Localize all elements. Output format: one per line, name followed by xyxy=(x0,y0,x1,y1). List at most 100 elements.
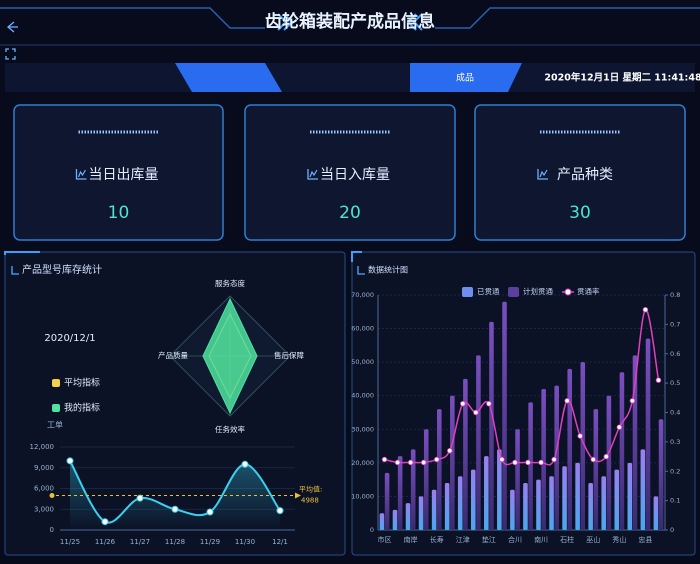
mark-line-start xyxy=(49,492,55,498)
bar xyxy=(444,483,450,530)
kpi-icon xyxy=(537,169,548,180)
title-icon xyxy=(357,266,365,275)
rate-point xyxy=(512,459,518,466)
rate-point xyxy=(499,456,505,463)
kpi-icon xyxy=(307,169,318,180)
rate-point xyxy=(407,459,414,466)
x-tick-label: 南川 xyxy=(534,535,548,544)
kpi-label: 当日出库量 xyxy=(89,167,159,183)
bar xyxy=(588,483,593,530)
toolbar-accent xyxy=(175,63,282,92)
title-icon xyxy=(11,266,19,275)
mark-line-end xyxy=(295,492,301,499)
rate-point xyxy=(603,453,609,460)
kpi-cards: 当日出库量 10 当日入库量 20 产品种类 30 xyxy=(13,104,686,241)
x-tick-label: 11/27 xyxy=(130,538,150,546)
bar xyxy=(476,355,481,530)
line-point xyxy=(171,505,179,513)
bar xyxy=(450,395,455,530)
legend-label: 计划贯通 xyxy=(523,286,553,296)
y2-tick-label: 0.7 xyxy=(670,320,680,328)
bar xyxy=(658,419,664,530)
bar xyxy=(510,489,515,530)
y-tick-label: 50,000 xyxy=(351,358,374,366)
radar-indicator: 产品质量 xyxy=(158,350,188,360)
kpi-value: 20 xyxy=(339,203,361,223)
tab-label[interactable]: 成品 xyxy=(456,72,474,84)
bar xyxy=(484,456,489,530)
bar xyxy=(523,483,528,530)
panel-title: 产品型号库存统计 xyxy=(22,263,102,276)
y-tick-label: 0 xyxy=(50,526,54,534)
radar-indicator: 售后保障 xyxy=(274,350,304,360)
y2-tick-label: 0.3 xyxy=(670,438,680,446)
legend-label: 贯通率 xyxy=(577,286,600,296)
x-tick-label: 市区 xyxy=(378,535,392,544)
y-tick-label: 12,000 xyxy=(30,443,55,451)
rate-point xyxy=(538,459,544,466)
y-tick-label: 6,000 xyxy=(34,485,54,493)
y2-tick-label: 0.1 xyxy=(670,497,680,505)
bar xyxy=(541,389,546,530)
kpi-card xyxy=(13,104,224,241)
x-tick-label: 秀山 xyxy=(612,535,626,544)
legend-swatch xyxy=(52,404,60,412)
x-tick-label: 忠县 xyxy=(638,536,652,544)
radar-indicator: 服务态度 xyxy=(215,278,245,288)
rate-point xyxy=(551,456,557,463)
kpi-value: 30 xyxy=(569,203,591,223)
bar xyxy=(502,301,507,530)
bar xyxy=(593,409,599,530)
nav-icons[interactable] xyxy=(5,21,18,60)
legend-label: 我的指标 xyxy=(64,402,100,414)
kpi-value: 10 xyxy=(108,203,130,223)
x-tick-label: 11/26 xyxy=(95,538,116,546)
kpi-icon xyxy=(75,169,87,180)
rate-point xyxy=(525,459,531,466)
bar xyxy=(536,479,541,530)
page-title: 齿轮箱装配产成品信息 xyxy=(265,11,435,32)
bar xyxy=(379,513,385,530)
bar xyxy=(470,469,476,530)
bar xyxy=(437,409,442,530)
legend-swatch xyxy=(462,287,473,297)
kpi-label: 产品种类 xyxy=(557,167,613,183)
bar xyxy=(405,503,411,530)
x-tick-label: 石柱 xyxy=(560,535,574,544)
rate-point xyxy=(381,456,388,463)
header-decoration xyxy=(0,7,700,46)
y2-tick-label: 0.4 xyxy=(670,409,680,417)
rate-point xyxy=(655,377,662,383)
y2-tick-label: 0.5 xyxy=(670,379,680,387)
y-tick-label: 40,000 xyxy=(351,392,374,400)
bar xyxy=(497,449,502,530)
line-area xyxy=(70,460,280,530)
toolbar xyxy=(5,63,695,92)
radar-area xyxy=(202,297,258,415)
line-point xyxy=(136,494,144,502)
bar xyxy=(410,449,416,530)
bar xyxy=(463,378,468,530)
bar xyxy=(384,472,390,530)
legend-label: 已贯通 xyxy=(477,286,500,296)
kpi-icon xyxy=(309,169,318,178)
x-tick-label: 南岸 xyxy=(404,535,418,544)
tab[interactable] xyxy=(410,63,522,92)
rate-line xyxy=(384,308,660,466)
y-tick-label: 0 xyxy=(370,526,374,534)
bar xyxy=(640,449,646,530)
y-axis-label: 工单 xyxy=(47,420,63,430)
rate-point xyxy=(629,398,636,404)
rate-point xyxy=(447,447,453,454)
x-tick-label: 合川 xyxy=(508,535,522,544)
rate-point xyxy=(616,424,623,430)
kpi-icon xyxy=(77,169,87,178)
y-tick-label: 20,000 xyxy=(351,459,374,467)
radar-indicator: 任务效率 xyxy=(215,424,245,434)
rate-point xyxy=(460,400,466,407)
bar xyxy=(562,466,567,530)
x-tick-label: 11/29 xyxy=(200,538,220,546)
bar xyxy=(528,402,533,530)
y-tick-label: 10,000 xyxy=(351,492,374,500)
line-point xyxy=(66,457,74,465)
